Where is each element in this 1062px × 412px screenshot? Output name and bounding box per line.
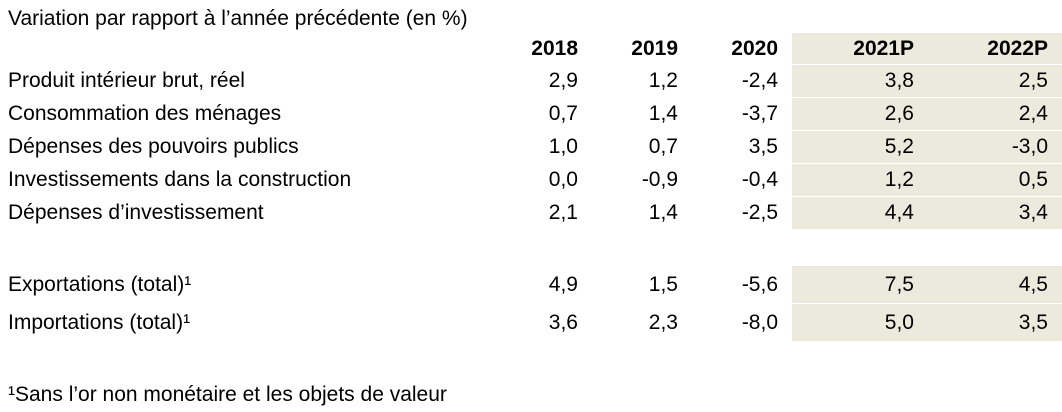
table-cell: 3,6 — [548, 310, 578, 334]
table-cell-forecast: 1,2 — [792, 163, 928, 197]
table-cell: 1,4 — [648, 102, 678, 125]
table-cell: 1,0 — [548, 135, 578, 158]
table-cell: 1,2 — [648, 69, 678, 92]
row-label: Investissements dans la construction — [8, 168, 352, 191]
table-cell: 3,5 — [748, 135, 778, 158]
table-cell-forecast: 2,5 — [928, 64, 1062, 98]
table-cell-forecast: 7,5 — [792, 266, 928, 304]
table-cell: -5,6 — [741, 272, 778, 296]
table-cell: 0,7 — [548, 102, 578, 125]
table-row: Dépenses des pouvoirs publics 1,0 0,7 3,… — [0, 130, 1062, 164]
header-row: 2018 2019 2020 2021P 2022P — [0, 33, 1062, 65]
table-row: Produit intérieur brut, réel 2,9 1,2 -2,… — [0, 64, 1062, 98]
column-header-2021p: 2021P — [792, 33, 928, 65]
table-cell-forecast: -3,0 — [928, 130, 1062, 164]
table-cell: 0,7 — [648, 135, 678, 158]
table-cell: 2,9 — [548, 69, 578, 92]
table-cell-forecast: 5,2 — [792, 130, 928, 164]
table-cell: 2,3 — [648, 310, 678, 334]
table-cell: 2,1 — [548, 201, 578, 224]
table-row: Importations (total)¹ 3,6 2,3 -8,0 5,0 3… — [0, 303, 1062, 342]
column-header-2020: 2020 — [731, 36, 778, 60]
spacer-row — [0, 229, 1062, 266]
table-cell: 1,5 — [648, 272, 678, 296]
table-cell: 1,4 — [648, 201, 678, 224]
spacer-cell — [0, 229, 1062, 266]
table-cell: -2,5 — [741, 201, 778, 224]
table-cell: -0,9 — [641, 168, 678, 191]
table-cell-forecast: 2,4 — [928, 97, 1062, 131]
column-header-2022p: 2022P — [928, 33, 1062, 65]
table-cell: -0,4 — [741, 168, 778, 191]
footnote: ¹Sans l’or non monétaire et les objets d… — [8, 383, 447, 406]
table-cell-forecast: 5,0 — [792, 303, 928, 342]
table-cell-forecast: 4,4 — [792, 196, 928, 230]
table-row: Exportations (total)¹ 4,9 1,5 -5,6 7,5 4… — [0, 266, 1062, 304]
table-cell: -2,4 — [741, 69, 778, 92]
row-label: Importations (total)¹ — [8, 310, 191, 334]
row-label: Dépenses d’investissement — [8, 201, 264, 224]
table-row: Investissements dans la construction 0,0… — [0, 163, 1062, 197]
row-label: Dépenses des pouvoirs publics — [8, 135, 299, 158]
table-cell-forecast: 4,5 — [928, 266, 1062, 304]
table-cell-forecast: 2,6 — [792, 97, 928, 131]
table-cell-forecast: 3,4 — [928, 196, 1062, 230]
table-row: Dépenses d’investissement 2,1 1,4 -2,5 4… — [0, 196, 1062, 230]
table-title: Variation par rapport à l’année précéden… — [8, 7, 468, 30]
table-cell: 0,0 — [548, 168, 578, 191]
table-cell-forecast: 3,8 — [792, 64, 928, 98]
header-empty-cell — [0, 33, 492, 65]
row-label: Consommation des ménages — [8, 102, 282, 125]
column-header-2018: 2018 — [531, 36, 578, 60]
table-cell-forecast: 3,5 — [928, 303, 1062, 342]
data-table: 2018 2019 2020 2021P 2022P Produit intér… — [0, 33, 1062, 342]
row-label: Produit intérieur brut, réel — [8, 69, 245, 92]
column-header-2019: 2019 — [631, 36, 678, 60]
table-cell-forecast: 0,5 — [928, 163, 1062, 197]
table-cell: -3,7 — [741, 102, 778, 125]
table-cell: -8,0 — [741, 310, 778, 334]
table-row: Consommation des ménages 0,7 1,4 -3,7 2,… — [0, 97, 1062, 131]
row-label: Exportations (total)¹ — [8, 272, 192, 296]
table-cell: 4,9 — [548, 272, 578, 296]
